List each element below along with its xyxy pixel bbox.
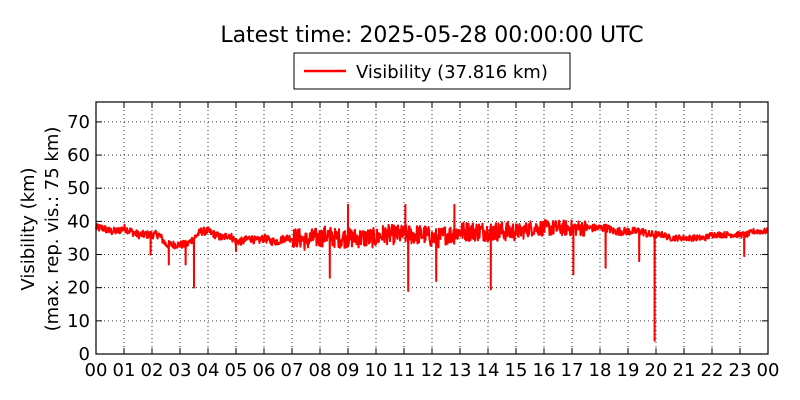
x-tick-label: 21 bbox=[673, 360, 696, 381]
x-tick-label: 06 bbox=[253, 360, 276, 381]
y-tick-label: 60 bbox=[67, 145, 90, 166]
y-axis-label: Visibility (km) bbox=[18, 167, 39, 290]
x-tick-label: 22 bbox=[701, 360, 724, 381]
x-tick-label: 19 bbox=[617, 360, 640, 381]
x-tick-label: 15 bbox=[505, 360, 528, 381]
x-tick-label: 04 bbox=[197, 360, 220, 381]
x-tick-label: 05 bbox=[225, 360, 248, 381]
x-tick-label: 14 bbox=[477, 360, 500, 381]
x-tick-label: 12 bbox=[421, 360, 444, 381]
x-tick-label: 00 bbox=[85, 360, 108, 381]
chart-title: Latest time: 2025-05-28 00:00:00 UTC bbox=[220, 23, 643, 48]
y-tick-label: 70 bbox=[67, 112, 90, 133]
x-tick-label: 16 bbox=[533, 360, 556, 381]
x-tick-label: 07 bbox=[281, 360, 304, 381]
legend: Visibility (37.816 km) bbox=[293, 52, 571, 90]
y-tick-label: 20 bbox=[67, 278, 90, 299]
x-tick-label: 03 bbox=[169, 360, 192, 381]
x-tick-label: 09 bbox=[337, 360, 360, 381]
y-tick-label: 50 bbox=[67, 178, 90, 199]
x-tick-label: 10 bbox=[365, 360, 388, 381]
x-tick-label: 17 bbox=[561, 360, 584, 381]
x-tick-label: 20 bbox=[645, 360, 668, 381]
x-tick-label: 13 bbox=[449, 360, 472, 381]
y-tick-label: 10 bbox=[67, 311, 90, 332]
x-tick-label: 02 bbox=[141, 360, 164, 381]
visibility-series-line bbox=[95, 203, 769, 342]
y-tick-label: 30 bbox=[67, 245, 90, 266]
x-tick-label: 08 bbox=[309, 360, 332, 381]
legend-label: Visibility (37.816 km) bbox=[356, 62, 548, 83]
x-tick-label: 11 bbox=[393, 360, 416, 381]
x-tick-label: 01 bbox=[113, 360, 136, 381]
y-axis-label-secondary: (max. rep. vis.: 75 km) bbox=[42, 127, 63, 332]
x-tick-label: 18 bbox=[589, 360, 612, 381]
y-tick-label: 0 bbox=[79, 344, 90, 365]
x-tick-label: 00 bbox=[757, 360, 780, 381]
x-tick-label: 23 bbox=[729, 360, 752, 381]
y-tick-label: 40 bbox=[67, 211, 90, 232]
